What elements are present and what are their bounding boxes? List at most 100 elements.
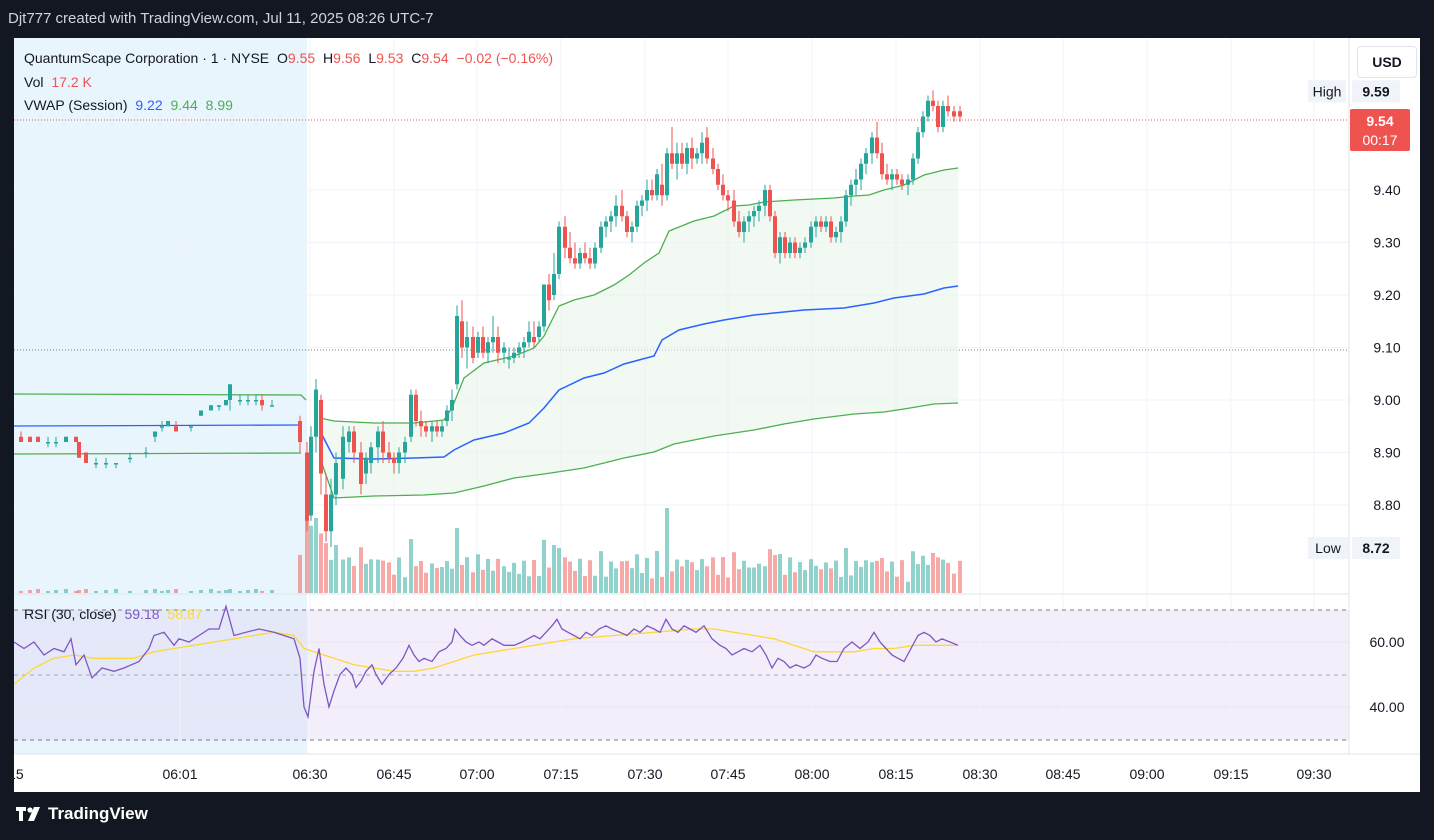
volume-bar [665, 508, 669, 593]
candle-body [742, 221, 746, 232]
volume-bar [381, 560, 385, 593]
open-value: 9.55 [287, 50, 316, 66]
candle-body [763, 190, 767, 206]
volume-bar [305, 503, 309, 593]
candle-body [352, 431, 356, 453]
candle-body [334, 463, 338, 495]
low-value: 8.72 [1362, 540, 1389, 556]
volume-bar [209, 589, 213, 593]
volume-bar [347, 557, 351, 593]
candle-body [711, 158, 715, 169]
volume-bar [768, 549, 772, 593]
rsi-tick-label: 60.00 [1369, 634, 1404, 650]
volume-bar [246, 590, 250, 593]
volume-bar [455, 528, 459, 593]
candle-body [502, 347, 506, 353]
legend-row-volume: Vol 17.2 K [24, 74, 96, 90]
volume-bar [916, 564, 920, 593]
footer-bar: TradingView [0, 792, 1434, 840]
time-tick-label: 08:45 [1045, 766, 1080, 782]
candle-body [839, 221, 843, 232]
candle-body [465, 337, 469, 348]
candle-body [409, 394, 413, 437]
time-tick-label: 07:30 [627, 766, 662, 782]
candle-body [419, 421, 423, 427]
volume-bar [224, 590, 228, 593]
volume-bar [588, 560, 592, 593]
candle-body [798, 247, 802, 253]
volume-bar [900, 560, 904, 593]
candle-body [455, 316, 459, 385]
rsi-ma-value: 58.87 [167, 606, 203, 622]
rsi-label[interactable]: RSI (30, close) [24, 606, 117, 622]
volume-bar [496, 558, 500, 593]
volume-bar [885, 571, 889, 593]
premarket-vwap [14, 424, 302, 427]
candle-body [435, 426, 439, 432]
volume-bar [174, 589, 178, 593]
candle-body [430, 426, 434, 432]
candle-body [542, 284, 546, 327]
change-value: −0.02 (−0.16%) [456, 50, 554, 66]
chart-panel[interactable]: 9.40 9.30 9.20 9.10 9.00 8.90 8.80 60.00 40.00 6:… [14, 38, 1420, 792]
candle-body [625, 216, 629, 232]
volume-bar [160, 591, 164, 593]
high-value-box [1352, 80, 1400, 103]
high-label: H [323, 50, 334, 66]
volume-bar [906, 581, 910, 593]
candle-body [486, 342, 490, 353]
volume-bar [387, 562, 391, 593]
volume-bar [700, 559, 704, 593]
volume-bar [144, 590, 148, 593]
candle-body [859, 163, 863, 180]
volume-bar [870, 562, 874, 593]
volume-bar [465, 557, 469, 593]
time-tick-label: 08:15 [878, 766, 913, 782]
candle-body [532, 337, 536, 343]
volume-bar [798, 562, 802, 593]
volume-label[interactable]: Vol [24, 74, 44, 90]
candle-body [537, 326, 541, 337]
rsi-value: 59.18 [124, 606, 160, 622]
candle-body [424, 426, 428, 432]
volume-bar [829, 568, 833, 593]
vwap-label[interactable]: VWAP (Session) [24, 97, 128, 113]
candle-body [809, 226, 813, 243]
volume-bar [450, 568, 454, 593]
volume-bar [424, 572, 428, 593]
time-tick-label: 06:30 [292, 766, 327, 782]
volume-bar [324, 543, 328, 593]
candle-body [228, 384, 232, 400]
volume-bar [732, 552, 736, 593]
volume-bar [583, 576, 587, 593]
volume-bar [839, 576, 843, 593]
volume-bar [614, 568, 618, 593]
candle-body [583, 253, 587, 259]
time-tick-label: 07:45 [710, 766, 745, 782]
volume-bar [742, 560, 746, 593]
candle-body [74, 436, 78, 442]
volume-bar [502, 566, 506, 593]
chart-canvas[interactable]: 9.40 9.30 9.20 9.10 9.00 8.90 8.80 60.00 40.00 6:… [14, 38, 1420, 792]
candle-body [895, 174, 899, 180]
vwap-upper-value: 9.44 [170, 97, 198, 113]
symbol-label[interactable]: QuantumScape Corporation · 1 · NYSE [24, 50, 270, 66]
tradingview-logo[interactable]: TradingView [16, 804, 148, 824]
volume-bar [819, 569, 823, 593]
currency-button[interactable]: USD [1357, 46, 1417, 78]
candle-body [440, 426, 444, 432]
candle-body [685, 148, 689, 164]
time-tick-label: 09:15 [1213, 766, 1248, 782]
volume-bar [397, 557, 401, 593]
candle-body [445, 410, 449, 421]
volume-bar [630, 568, 634, 593]
low-value: 9.53 [376, 50, 404, 66]
rsi-tick-label: 40.00 [1369, 699, 1404, 715]
candle-body [747, 216, 751, 222]
candle-body [593, 247, 597, 264]
candle-body [824, 221, 828, 227]
candle-body [941, 106, 945, 127]
candle-body [926, 100, 930, 117]
candle-body [144, 452, 148, 454]
high-label-box [1308, 80, 1346, 103]
